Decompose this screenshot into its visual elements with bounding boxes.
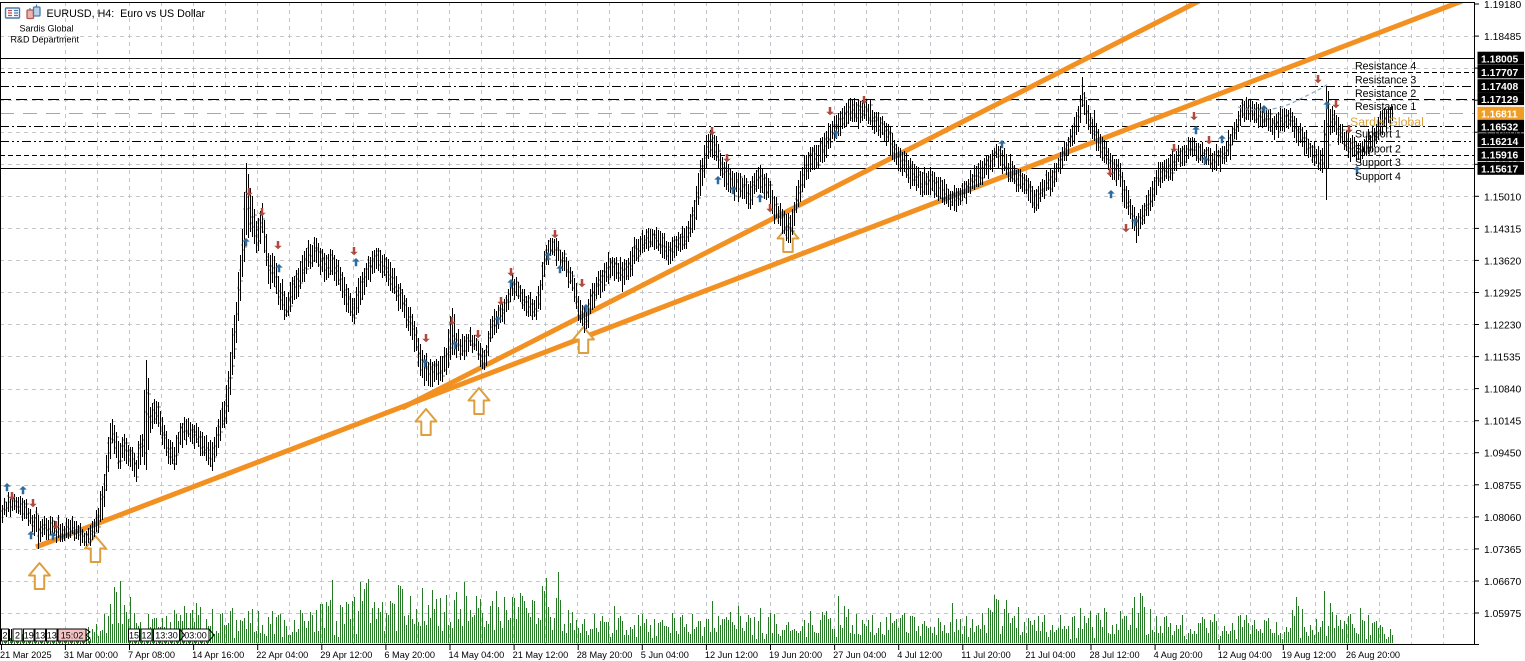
svg-text:6 May 20:00: 6 May 20:00 [384,650,435,660]
svg-text:Resistance 1: Resistance 1 [1355,101,1416,113]
svg-text:19: 19 [24,631,34,641]
svg-text:22 Apr 04:00: 22 Apr 04:00 [256,650,308,660]
svg-text:19 Aug 12:00: 19 Aug 12:00 [1282,650,1336,660]
svg-text:21 May 12:00: 21 May 12:00 [513,650,569,660]
svg-text:21 Mar 2025: 21 Mar 2025 [0,650,52,660]
svg-text:Support 2: Support 2 [1355,143,1401,155]
svg-text:1.07365: 1.07365 [1484,545,1521,556]
svg-text:Sardis Global: Sardis Global [1350,115,1424,129]
svg-text:11 Jul 20:00: 11 Jul 20:00 [961,650,1010,660]
svg-text:03:00: 03:00 [184,631,207,641]
svg-text:1.16532: 1.16532 [1481,122,1518,133]
svg-text:12: 12 [141,631,151,641]
svg-text:15: 15 [129,631,139,641]
svg-text:12 Jun 12:00: 12 Jun 12:00 [705,650,758,660]
svg-text:26 Aug 20:00: 26 Aug 20:00 [1346,650,1400,660]
svg-text:28 May 20:00: 28 May 20:00 [577,650,633,660]
svg-text:Support 1: Support 1 [1355,129,1401,141]
svg-text:Support 3: Support 3 [1355,157,1401,169]
svg-text:Support 4: Support 4 [1355,171,1401,183]
svg-text:1.13620: 1.13620 [1484,256,1521,267]
svg-text:1.18485: 1.18485 [1484,32,1521,43]
svg-text:2: 2 [2,631,7,641]
svg-text:15:02: 15:02 [61,631,84,641]
svg-text:1.18005: 1.18005 [1481,54,1518,65]
svg-text:R&D Department: R&D Department [11,34,80,44]
svg-text:1.08755: 1.08755 [1484,481,1521,492]
svg-text:1.08060: 1.08060 [1484,513,1521,524]
svg-text:14 May 04:00: 14 May 04:00 [449,650,505,660]
svg-text:1.05975: 1.05975 [1484,609,1521,620]
svg-text:12 Aug 04:00: 12 Aug 04:00 [1218,650,1272,660]
svg-text:29 Apr 12:00: 29 Apr 12:00 [320,650,372,660]
svg-text:2: 2 [15,631,20,641]
svg-text:27 Jun 04:00: 27 Jun 04:00 [833,650,886,660]
svg-text:1.19180: 1.19180 [1484,0,1521,11]
svg-text:1.10840: 1.10840 [1484,385,1521,396]
svg-text:1.06670: 1.06670 [1484,577,1521,588]
svg-text:28 Jul 12:00: 28 Jul 12:00 [1090,650,1140,660]
svg-text:13: 13 [35,631,45,641]
svg-text:1.12230: 1.12230 [1484,321,1521,332]
svg-text:14 Apr 16:00: 14 Apr 16:00 [192,650,244,660]
svg-text:1.12925: 1.12925 [1484,289,1521,300]
svg-text:31 Mar 00:00: 31 Mar 00:00 [64,650,118,660]
svg-text:1.14315: 1.14315 [1484,224,1521,235]
svg-text:EURUSD, H4: Euro vs US Dollar: EURUSD, H4: Euro vs US Dollar [47,8,206,20]
svg-text:1.15617: 1.15617 [1481,165,1518,176]
svg-text:5 Jun 04:00: 5 Jun 04:00 [641,650,689,660]
svg-text:Resistance 4: Resistance 4 [1355,61,1416,73]
svg-text:13:30: 13:30 [155,631,178,641]
svg-text:1.17707: 1.17707 [1481,68,1518,79]
svg-text:Resistance 3: Resistance 3 [1355,74,1416,86]
svg-text:1.10145: 1.10145 [1484,417,1521,428]
svg-text:13: 13 [47,631,57,641]
svg-text:19 Jun 20:00: 19 Jun 20:00 [769,650,822,660]
svg-text:1.11535: 1.11535 [1484,353,1521,364]
svg-text:Sardis Global: Sardis Global [20,24,74,34]
svg-text:Resistance 2: Resistance 2 [1355,88,1416,100]
svg-text:1.16214: 1.16214 [1481,137,1518,148]
svg-text:21 Jul 04:00: 21 Jul 04:00 [1025,650,1075,660]
svg-text:7 Apr 08:00: 7 Apr 08:00 [128,650,175,660]
svg-text:1.16811: 1.16811 [1481,110,1518,121]
svg-text:1.17408: 1.17408 [1481,82,1518,93]
svg-text:1.09450: 1.09450 [1484,449,1521,460]
svg-text:4 Aug 20:00: 4 Aug 20:00 [1154,650,1203,660]
svg-text:4 Jul 12:00: 4 Jul 12:00 [897,650,942,660]
svg-text:1.15010: 1.15010 [1484,192,1521,203]
svg-text:1.15916: 1.15916 [1481,151,1518,162]
svg-text:1.17129: 1.17129 [1481,95,1518,106]
